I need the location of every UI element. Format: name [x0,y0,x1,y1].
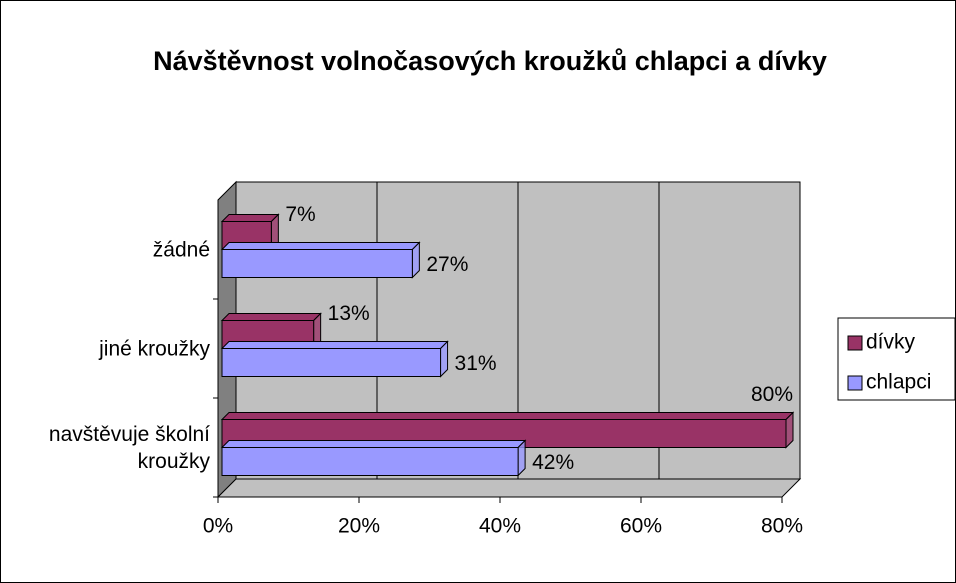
bar-top [220,242,421,250]
x-tick-label: 60% [620,515,662,538]
x-tick-label: 0% [203,515,233,538]
legend-label: chlapci [866,371,931,394]
bar-end [785,411,794,449]
bar-top [220,412,795,420]
bar-top [220,440,527,448]
legend-swatch [847,335,863,351]
bar-end [517,439,526,477]
floor [216,478,802,498]
data-label: 80% [751,383,793,406]
bar-top [220,341,449,349]
data-label: 31% [455,352,497,375]
bar [221,249,413,278]
bar-end [411,241,420,279]
data-label: 7% [285,203,315,226]
legend-swatch [847,375,863,391]
y-tick-label: žádné [152,238,210,261]
x-tick-label: 40% [479,515,521,538]
chart-title: Návštěvnost volnočasových kroužků chlapc… [153,46,827,76]
legend-label: dívky [866,331,916,354]
bar [221,348,442,377]
bar-top [220,313,322,321]
data-label: 42% [532,451,574,474]
x-tick-label: 20% [338,515,380,538]
y-tick-label: jiné kroužky [99,337,210,360]
data-label: 27% [426,253,468,276]
data-label: 13% [328,302,370,325]
bar [221,447,519,476]
y-tick-label: navštěvuje školní kroužky [48,422,210,473]
bar-top [220,214,280,222]
x-tick-label: 80% [761,515,803,538]
bar-end [440,340,449,378]
